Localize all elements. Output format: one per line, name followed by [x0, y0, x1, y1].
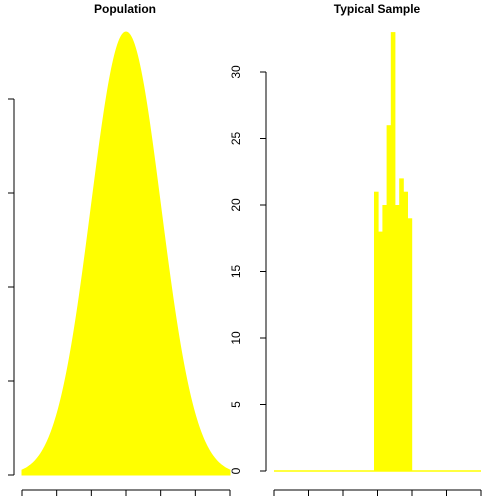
sample-y-tick-label: 20	[229, 198, 243, 212]
sample-y-axis: 0 5 10 15 20 25 30	[229, 65, 267, 474]
histogram-bar	[395, 205, 400, 471]
sample-y-tick-label: 30	[229, 65, 243, 79]
sample-y-tick-label: 5	[229, 401, 243, 408]
histogram-bar	[407, 218, 413, 471]
population-title: Population	[94, 2, 156, 16]
histogram-bar	[374, 191, 379, 471]
histogram-bar	[378, 231, 383, 471]
population-panel: Population	[8, 2, 231, 496]
histogram-bar	[399, 178, 404, 471]
sample-y-tick-label: 15	[229, 265, 243, 279]
population-y-axis	[8, 98, 15, 476]
histogram-bar	[386, 125, 392, 471]
sample-x-axis	[273, 489, 482, 496]
sample-histogram-bars	[374, 32, 413, 471]
sample-y-tick-label: 25	[229, 132, 243, 146]
sample-title: Typical Sample	[334, 2, 421, 16]
histogram-bar	[403, 191, 408, 471]
sample-y-tick-label: 10	[229, 331, 243, 345]
histogram-bar	[382, 205, 387, 471]
histogram-bar	[390, 32, 396, 471]
population-density-area	[21, 31, 231, 476]
sample-panel: Typical Sample 0 5 10 15 20 25 30	[229, 2, 482, 496]
sample-y-tick-label: 0	[229, 467, 243, 474]
population-x-axis	[21, 489, 231, 496]
